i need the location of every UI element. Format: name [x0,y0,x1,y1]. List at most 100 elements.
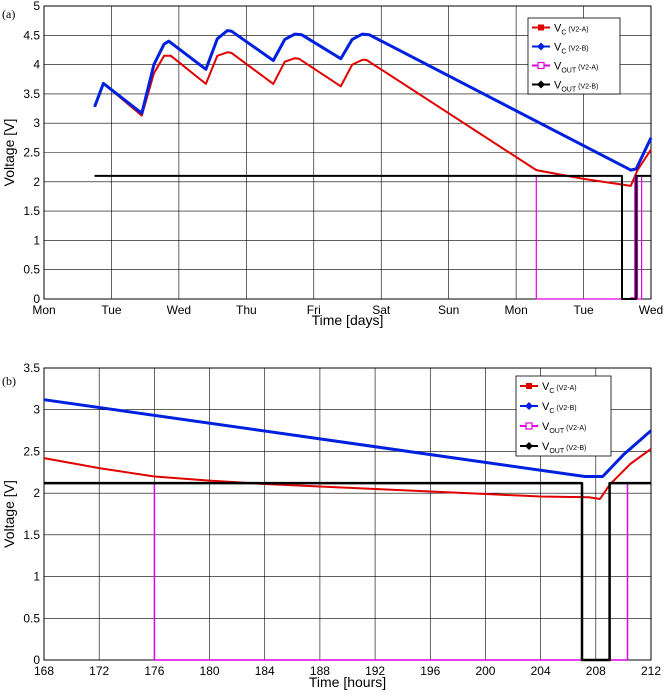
legend-tag: (V2-A) [568,27,588,34]
legend-label: VC (V2-A) [542,381,577,395]
legend-tag: (V2-B) [566,445,586,452]
x-tick-label: Tue [573,303,594,317]
x-tick-label: 172 [89,664,109,678]
legend-main: V [554,42,562,54]
legend-subscript: OUT [549,428,565,435]
legend-marker-square [538,24,544,31]
x-tick-label: 204 [531,664,551,678]
series-line-2 [44,482,651,661]
legend-marker-diamond [537,80,545,89]
legend-marker-diamond [537,42,545,51]
y-axis-label: Voltage [V] [1,480,17,548]
legend-tag: (V2-B) [556,405,576,412]
x-tick-label: 188 [310,664,330,678]
x-tick-label: Sat [372,303,391,317]
x-tick-label: Sun [438,303,459,317]
y-tick-label: 1.5 [23,204,40,218]
x-tick-label: Thu [236,303,257,317]
legend-main: V [554,80,562,92]
legend-main: V [542,421,550,433]
legend-main: V [542,381,550,393]
legend-tag: (V2-B) [568,46,588,53]
legend-label: VOUT (V2-B) [542,441,586,455]
y-tick-label: 2 [33,486,40,500]
y-tick-label: 3 [33,116,40,130]
y-tick-label: 4 [33,58,40,72]
legend: VC (V2-A)VC (V2-B)VOUT (V2-A)VOUT (V2-B) [515,375,612,457]
legend-marker-square [526,383,532,389]
plot-frame [43,5,652,300]
legend-main: V [554,23,562,35]
y-tick-label: 4.5 [23,28,40,42]
x-axis-label: Time [hours] [309,674,386,690]
legend-label: VOUT (V2-B) [554,80,598,94]
panel-label: (b) [2,374,16,388]
y-tick-label: 1.5 [23,528,40,542]
legend-subscript: C [561,30,566,37]
legend-label: VC (V2-B) [542,401,577,415]
legend-label: VOUT (V2-A) [542,421,586,435]
legend-box [515,375,612,457]
x-tick-label: 168 [34,664,54,678]
y-tick-label: 0 [33,292,40,306]
y-tick-label: 2.5 [23,146,40,160]
series-line-1 [93,29,653,172]
legend-tag: (V2-A) [566,425,586,432]
y-tick-label: 3.5 [23,361,40,375]
y-tick-label: 5 [33,0,40,13]
legend-marker-diamond [525,442,533,450]
x-tick-label: 176 [144,664,164,678]
legend-marker-diamond [525,402,533,410]
legend-main: V [542,401,550,413]
x-axis-label: Time [days] [312,312,384,328]
x-tick-label: 200 [475,664,495,678]
legend-marker-square [525,422,533,430]
series-line-1 [43,398,652,478]
legend-subscript: C [549,388,554,395]
y-tick-label: 3.5 [23,87,40,101]
x-tick-label: 212 [641,664,661,678]
x-tick-label: 196 [420,664,440,678]
legend-subscript: C [549,408,554,415]
x-tick-label: Wed [167,303,191,317]
legend: VC (V2-A)VC (V2-B)VOUT (V2-A)VOUT (V2-B) [527,17,621,95]
x-tick-label: Fri [307,303,321,317]
x-tick-label: 184 [255,664,275,678]
legend-main: V [554,61,562,73]
x-tick-label: Mon [504,303,527,317]
legend-subscript: C [561,49,566,56]
y-tick-label: 2.5 [23,444,40,458]
y-tick-label: 1 [33,233,40,247]
x-tick-label: 208 [586,664,606,678]
y-tick-label: 0 [33,653,40,667]
legend-label: VC (V2-B) [554,42,589,56]
y-tick-label: 1 [33,570,40,584]
legend-subscript: OUT [561,87,577,94]
x-tick-label: 180 [200,664,220,678]
series-line-3 [94,174,651,300]
chart-panel-b: 168 172 176 180 184 188 192 196 200 204 208 212 0 0.5… [1,361,661,690]
legend-label: VOUT (V2-A) [554,61,598,75]
y-tick-label: 3 [33,403,40,417]
x-tick-label: Tue [101,303,122,317]
series-line-3 [44,481,651,662]
legend-subscript: OUT [549,448,565,455]
legend-label: VC (V2-A) [554,23,589,37]
legend-tag: (V2-A) [556,385,576,392]
series-line-2 [94,175,651,300]
y-tick-label: 0.5 [23,611,40,625]
legend-tag: (V2-B) [578,84,598,91]
x-tick-label: Mon [32,303,55,317]
y-tick-label: 2 [33,175,40,189]
panel-label: (a) [2,7,15,21]
legend-subscript: OUT [561,68,577,75]
x-tick-label: Wed [639,303,663,317]
x-tick-label: 192 [365,664,385,678]
legend-box [527,17,621,95]
series-line-0 [93,51,652,187]
legend-marker-square [537,61,545,70]
chart-panel-a: Mon Tue Wed Thu Fri Sat Sun Mon Tue Wed 0 0.5 1 1.5 2 2… [1,0,663,328]
legend-tag: (V2-A) [578,65,598,72]
series-line-0 [43,448,652,500]
